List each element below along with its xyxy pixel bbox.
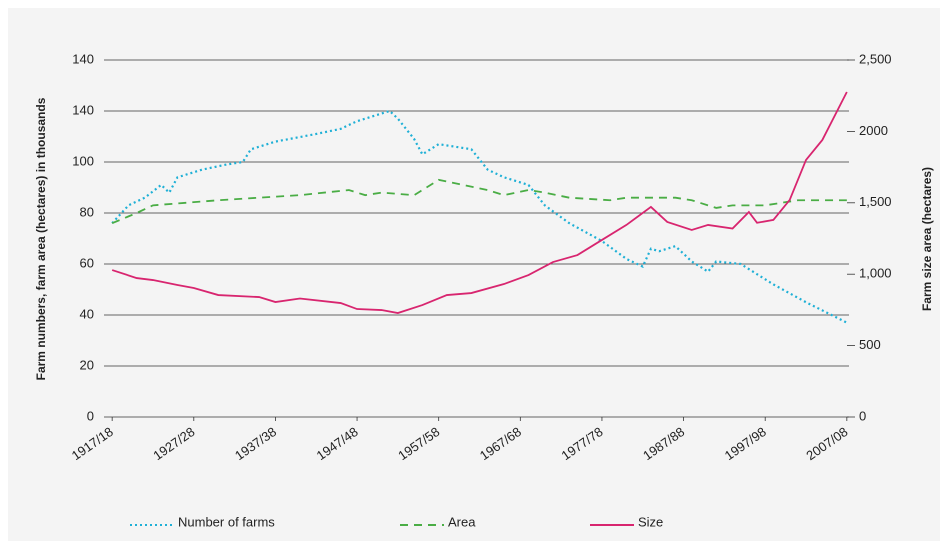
y2-tick-label: 500 <box>859 337 881 352</box>
y2-tick-label: 1,500 <box>859 194 892 209</box>
y2-tick-label: 1,000 <box>859 266 892 281</box>
y-tick-label: 60 <box>80 255 94 270</box>
y-tick-label: 0 <box>87 408 94 423</box>
series-line <box>111 91 848 314</box>
y-tick-label: 140 <box>72 51 94 66</box>
y-tick-label: 20 <box>80 357 94 372</box>
y2-axis-title: Farm size area (hectares) <box>920 167 934 311</box>
legend-label: Size <box>638 514 663 529</box>
y-tick-label: 80 <box>80 204 94 219</box>
y2-tick-label: 2000 <box>859 123 888 138</box>
y2-tick-label: 0 <box>859 408 866 423</box>
series-line <box>111 109 848 324</box>
legend-label: Number of farms <box>178 514 275 529</box>
y-tick-label: 100 <box>72 153 94 168</box>
y-axis-title: Farm numbers, farm area (hectares) in th… <box>34 97 48 380</box>
legend-label: Area <box>448 514 476 529</box>
y-tick-label: 140 <box>72 102 94 117</box>
y2-tick-label: 2,500 <box>859 51 892 66</box>
chart-background <box>8 8 940 541</box>
y-tick-label: 40 <box>80 306 94 321</box>
